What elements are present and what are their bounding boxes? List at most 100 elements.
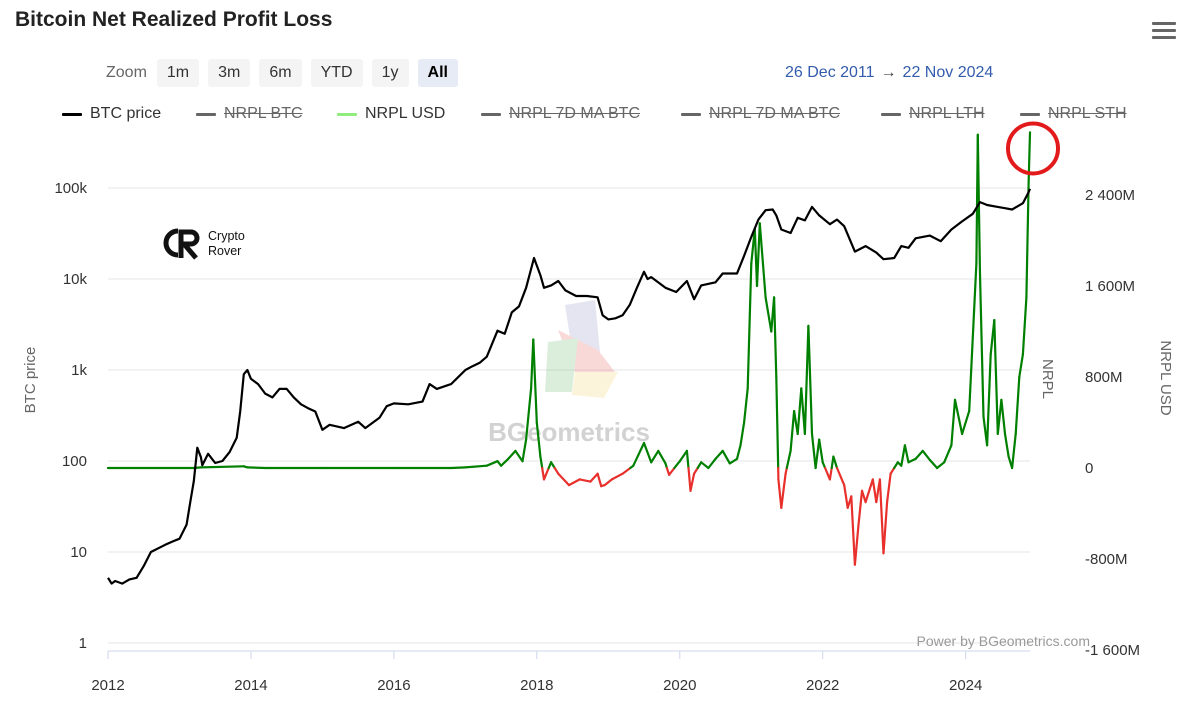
nrpl-usd-segment: [975, 133, 979, 265]
chart-title: Bitcoin Net Realized Profit Loss: [15, 8, 333, 31]
zoom-3m-button[interactable]: 3m: [208, 59, 251, 87]
zoom-all-button[interactable]: All: [417, 59, 458, 87]
nrpl-usd-segment: [821, 461, 827, 470]
nrpl-usd-segment: [828, 466, 833, 481]
range-arrow: →: [880, 64, 897, 81]
zoom-ytd-button[interactable]: YTD: [310, 59, 363, 87]
nrpl-usd-segment: [882, 501, 889, 555]
nrpl-usd-segment: [1021, 296, 1028, 356]
nrpl-usd-segment: [792, 410, 799, 435]
nrpl-usd-segment: [818, 438, 824, 464]
nrpl-usd-segment: [843, 484, 849, 509]
legend-swatch: [1020, 112, 1040, 116]
nrpl-usd-segment: [1027, 131, 1032, 185]
nrpl-usd-segment: [485, 460, 499, 467]
nrpl-usd-segment: [678, 449, 689, 463]
nrpl-usd-segment: [830, 455, 835, 470]
legend-label: NRPL 7D MA BTC: [709, 105, 840, 122]
nrpl-usd-segment: [687, 466, 692, 492]
nrpl-usd-segment: [807, 324, 814, 435]
nrpl-usd-segment: [785, 449, 792, 470]
nrpl-usd-segment: [810, 432, 817, 470]
x-tick-label: 2022: [806, 677, 839, 694]
nrpl-usd-segment: [770, 296, 776, 333]
nrpl-usd-segment: [764, 296, 773, 333]
nrpl-usd-segment: [860, 489, 867, 504]
nrpl-usd-segment: [1018, 353, 1025, 379]
nrpl-usd-segment: [541, 466, 546, 481]
nrpl-usd-segment: [893, 461, 899, 470]
nrpl-usd-segment: [960, 410, 971, 435]
nrpl-usd-segment: [692, 466, 699, 475]
nrpl-usd-segment: [689, 472, 696, 492]
range-from[interactable]: 26 Dec 2011: [785, 64, 875, 81]
nrpl-usd-segment: [950, 398, 957, 447]
legend-swatch: [481, 112, 501, 116]
nrpl-usd-segment: [496, 460, 503, 467]
nrpl-usd-segment: [1010, 432, 1017, 470]
legend-nrpl-7d-ma-btc[interactable]: NRPL 7D MA BTC: [481, 105, 640, 123]
left-axis-ticks: 1 10 100 1k 10k 100k: [54, 180, 87, 652]
nrpl-usd-segment: [610, 472, 624, 481]
nrpl-usd-segment: [665, 466, 671, 476]
nrpl-usd-segment: [1007, 455, 1014, 470]
hamburger-menu-icon[interactable]: [1152, 22, 1176, 42]
nrpl-usd-segment: [982, 415, 989, 447]
legend-nrpl-sth[interactable]: NRPL STH: [1020, 105, 1127, 123]
legend-nrpl-usd[interactable]: NRPL USD: [337, 105, 445, 123]
legend-nrpl-btc[interactable]: NRPL BTC: [196, 105, 303, 123]
legend-swatch: [681, 112, 701, 116]
right-tick-label: 800M: [1085, 369, 1123, 386]
nrpl-usd-segment: [1025, 182, 1030, 299]
x-tick-label: 2016: [377, 677, 410, 694]
nrpl-usd-segment: [796, 387, 803, 435]
x-tick-label: 2012: [91, 677, 124, 694]
nrpl-usd-segment: [921, 449, 932, 462]
legend-nrpl-lth[interactable]: NRPL LTH: [881, 105, 985, 123]
legend-btc-price[interactable]: BTC price: [62, 105, 161, 123]
nrpl-usd-segment: [721, 449, 731, 465]
legend-label: NRPL 7D MA BTC: [509, 105, 640, 122]
nrpl-usd-segment: [742, 387, 749, 424]
nrpl-usd-segment: [192, 466, 202, 470]
nrpl-usd-segment: [521, 438, 528, 463]
nrpl-usd-segment: [914, 449, 924, 460]
legend-label: NRPL STH: [1048, 105, 1127, 122]
nrpl-usd-segment: [976, 133, 982, 276]
nrpl-usd-segment: [993, 319, 999, 435]
nrpl-usd-segment: [772, 296, 778, 379]
nrpl-usd-segment: [907, 457, 917, 464]
nrpl-usd-segment: [707, 457, 717, 470]
left-tick-label: 10: [70, 544, 87, 561]
zoom-1m-button[interactable]: 1m: [156, 59, 200, 87]
range-to[interactable]: 22 Nov 2024: [902, 64, 994, 81]
nrpl-usd-segment: [549, 461, 556, 470]
zoom-6m-button[interactable]: 6m: [259, 59, 302, 87]
nrpl-usd-segment: [553, 466, 560, 475]
right-tick-label: 0: [1085, 460, 1093, 477]
nrpl-usd-segment: [632, 441, 646, 467]
nrpl-usd-segment: [629, 464, 635, 470]
legend-label: NRPL USD: [365, 105, 446, 122]
nrpl-usd-segment: [814, 438, 821, 470]
nrpl-usd-segment: [753, 228, 759, 288]
nrpl-usd-segment: [1000, 398, 1007, 435]
nrpl-usd-segment: [985, 353, 992, 447]
x-axis-ticks: 2012 2014 2016 2018 2020 2022 2024: [91, 650, 1030, 694]
nrpl-usd-segment: [978, 273, 985, 418]
legend-swatch: [881, 112, 901, 116]
nrpl-usd-segment: [664, 462, 669, 470]
nrpl-usd-segment: [823, 466, 832, 481]
nrpl-usd-segment: [532, 338, 538, 424]
legend-label: NRPL BTC: [224, 105, 303, 122]
crypto-rover-logo-mark-r: [178, 229, 200, 260]
legend-nrpl-7d-ma-btc-2[interactable]: NRPL 7D MA BTC: [681, 105, 840, 123]
nrpl-usd-segment: [746, 262, 753, 390]
nrpl-usd-segment: [735, 444, 742, 460]
nrpl-usd-segment: [539, 455, 544, 470]
nrpl-usd-segment: [650, 449, 660, 464]
nrpl-usd-segment: [750, 228, 756, 265]
nrpl-usd-segment: [524, 387, 533, 441]
zoom-1y-button[interactable]: 1y: [371, 59, 409, 87]
left-tick-label: 100k: [54, 180, 87, 197]
